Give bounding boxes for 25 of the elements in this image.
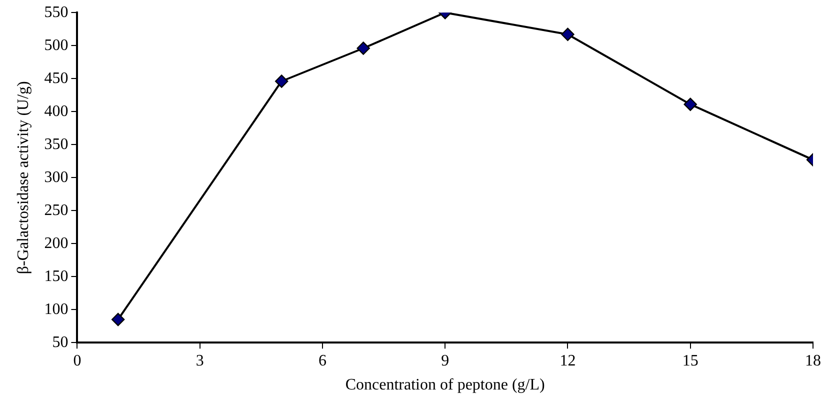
x-tick-label: 0 (73, 352, 82, 370)
y-tick-label: 100 (44, 300, 68, 318)
y-tick-label: 150 (44, 268, 68, 285)
y-tick-label: 250 (44, 202, 68, 219)
point (561, 28, 574, 41)
x-tick-label: 3 (196, 352, 204, 370)
point (356, 42, 370, 55)
point (274, 74, 288, 88)
y-tick-label: 350 (44, 136, 68, 153)
y-tick-label: 300 (44, 168, 68, 186)
x-tick-label: 9 (441, 352, 450, 370)
y-axis-title: β-Galactosidase activity (U/g) (14, 81, 32, 274)
y-tick-label: 550 (44, 4, 68, 21)
y-tick-label: 200 (44, 234, 68, 252)
x-tick-label: 15 (682, 352, 698, 370)
y-tick-label: 500 (44, 36, 68, 54)
y-tick-label: 450 (44, 70, 68, 87)
x-tick-label: 12 (560, 352, 576, 370)
y-tick-label: 400 (44, 102, 68, 120)
y-tick-label: 50 (52, 334, 68, 351)
point (684, 98, 697, 111)
x-tick-label: 18 (805, 352, 821, 370)
x-tick-label: 6 (318, 352, 326, 370)
x-axis-title: Concentration of peptone (g/L) (345, 376, 545, 394)
point (111, 312, 125, 326)
